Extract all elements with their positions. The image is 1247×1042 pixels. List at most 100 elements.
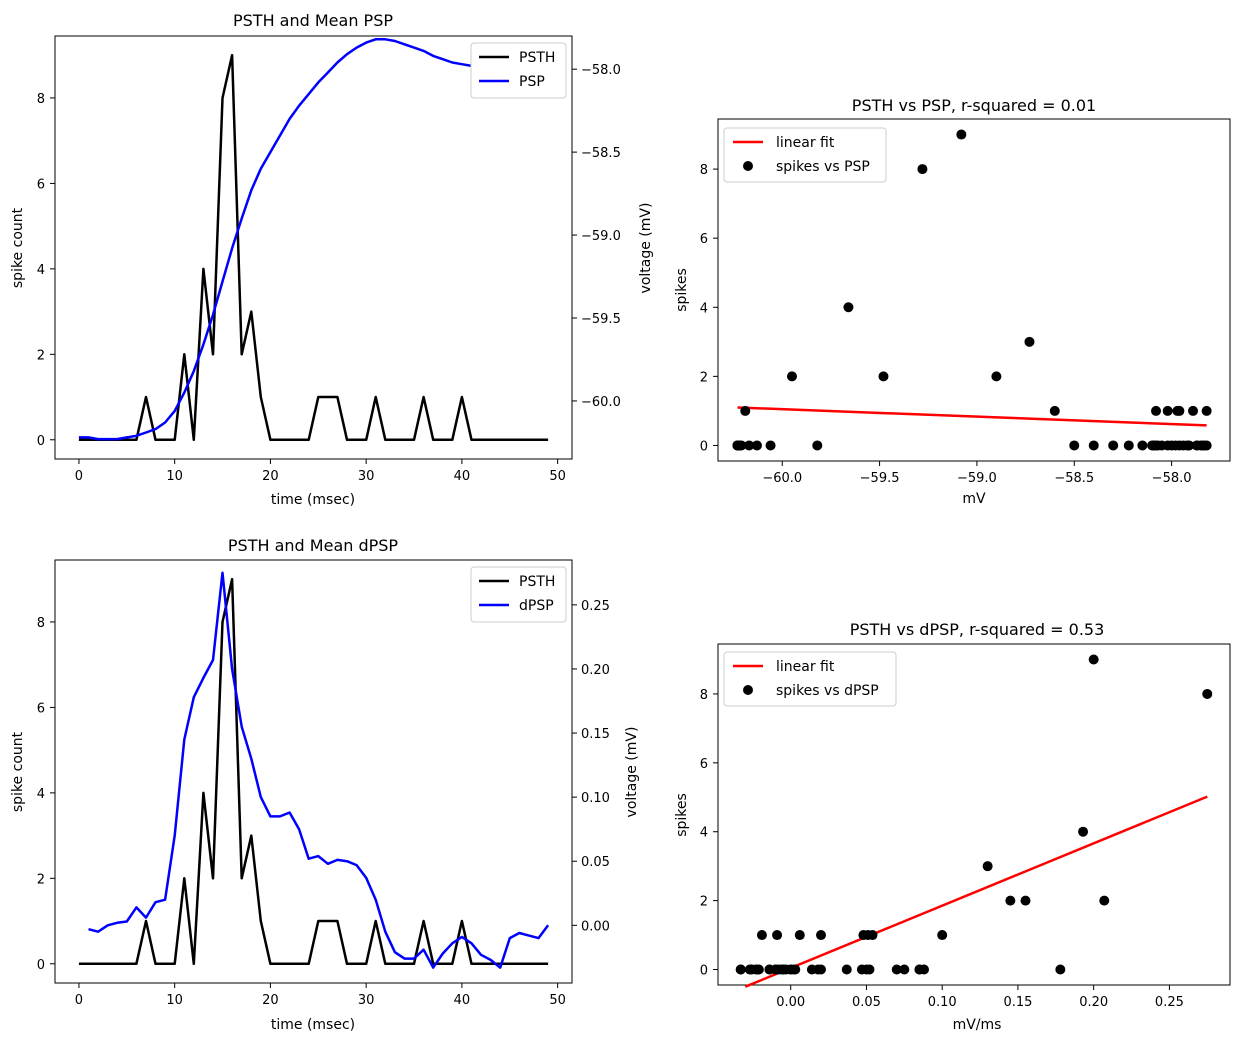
scatter-point [756, 930, 767, 941]
y2-tick-label: −59.0 [581, 229, 621, 244]
series-line-psp [78, 38, 549, 441]
x-tick-label: −59.5 [860, 471, 900, 486]
scatter-point [1172, 405, 1183, 416]
scatter-point [1024, 336, 1035, 347]
x-axis-label: mV [962, 491, 986, 507]
x-tick-label: 10 [166, 469, 183, 484]
scatter-point [956, 129, 967, 140]
scatter-point [740, 405, 751, 416]
y-tick-label: 2 [37, 348, 45, 363]
y2-tick-label: 0.20 [581, 663, 610, 678]
y-tick-label: 4 [37, 787, 45, 802]
y2-axis-label: voltage (mV) [638, 203, 654, 294]
scatter-point [1108, 440, 1119, 451]
y-tick-label: 6 [37, 701, 45, 716]
legend-label-linear-fit: linear fit [776, 135, 835, 151]
x-tick-label: 30 [358, 993, 375, 1008]
y2-tick-label: 0.00 [581, 919, 610, 934]
x-axis-label: time (msec) [271, 1017, 355, 1033]
y-tick-label: 0 [37, 958, 45, 973]
legend-label-psth: PSTH [519, 50, 555, 66]
scatter-point [891, 964, 902, 975]
y-tick-label: 0 [700, 439, 708, 454]
scatter-point [786, 371, 797, 382]
x-tick-label: 50 [549, 469, 566, 484]
x-tick-label: 0.25 [1155, 995, 1184, 1010]
y-tick-label: 2 [37, 872, 45, 887]
y-tick-label: 8 [700, 163, 708, 178]
scatter-point [772, 930, 783, 941]
legend-label-spikes: spikes vs PSP [776, 159, 870, 175]
y-axis-label: spike count [10, 207, 26, 288]
scatter-point [1191, 440, 1202, 451]
x-tick-label: 0.20 [1079, 995, 1108, 1010]
y-axis-label: spike count [10, 731, 26, 812]
scatter-point [1088, 440, 1099, 451]
scatter-point [1099, 895, 1110, 906]
y2-tick-label: −60.0 [581, 395, 621, 410]
series-line-linear-fit [737, 406, 1207, 427]
x-tick-label: −59.0 [957, 471, 997, 486]
x-tick-label: 40 [454, 993, 471, 1008]
y-tick-label: 2 [700, 370, 708, 385]
scatter-point [735, 964, 746, 975]
chart-title: PSTH and Mean dPSP [228, 536, 399, 555]
chart-psth-dpsp: PSTH and Mean dPSP time (msec) spike cou… [10, 536, 640, 1033]
y-tick-label: 8 [37, 616, 45, 631]
legend-label-dpsp: dPSP [519, 598, 554, 614]
scatter-point [770, 964, 781, 975]
scatter-point [841, 964, 852, 975]
scatter-point [843, 302, 854, 313]
series-line-psth [78, 53, 549, 442]
y-tick-label: 6 [700, 757, 708, 772]
series-line-psth [78, 577, 549, 966]
x-tick-label: 10 [166, 993, 183, 1008]
y-tick-label: 4 [37, 263, 45, 278]
y2-tick-label: 0.25 [581, 599, 610, 614]
scatter-point [1005, 895, 1016, 906]
plot-frame [54, 559, 573, 984]
x-tick-label: −58.0 [1152, 471, 1192, 486]
x-tick-label: 20 [262, 469, 279, 484]
scatter-point [744, 964, 755, 975]
y2-tick-label: 0.15 [581, 727, 610, 742]
legend-label-psp: PSP [519, 74, 545, 90]
scatter-point [736, 440, 747, 451]
y2-tick-label: −58.0 [581, 63, 621, 78]
scatter-point [1201, 405, 1212, 416]
x-tick-label: 0 [75, 993, 83, 1008]
y-tick-label: 0 [700, 964, 708, 979]
scatter-point [856, 964, 867, 975]
legend-label-psth: PSTH [519, 574, 555, 590]
y-tick-label: 6 [700, 232, 708, 247]
x-tick-label: −58.5 [1054, 471, 1094, 486]
scatter-point [765, 440, 776, 451]
scatter-point [785, 964, 796, 975]
scatter-point [794, 930, 805, 941]
scatter-point [919, 964, 930, 975]
y2-tick-label: −59.5 [581, 312, 621, 327]
y-tick-label: 6 [37, 177, 45, 192]
y-tick-label: 8 [700, 688, 708, 703]
x-tick-label: 20 [262, 993, 279, 1008]
series-line-linear-fit [744, 795, 1208, 988]
x-tick-label: 0.00 [776, 995, 805, 1010]
chart-title: PSTH vs PSP, r-squared = 0.01 [852, 96, 1096, 115]
scatter-point [982, 861, 993, 872]
scatter-point [816, 964, 827, 975]
x-tick-label: −60.0 [762, 471, 802, 486]
x-tick-label: 50 [549, 993, 566, 1008]
y2-tick-label: −58.5 [581, 146, 621, 161]
legend-swatch-spikes [743, 685, 753, 695]
legend-box [723, 127, 887, 183]
chart-title: PSTH and Mean PSP [233, 11, 393, 30]
y-tick-label: 8 [37, 92, 45, 107]
chart-psth-vs-dpsp: PSTH vs dPSP, r-squared = 0.53 mV/ms spi… [674, 620, 1231, 1033]
scatter-point [1147, 440, 1158, 451]
legend-label-linear-fit: linear fit [776, 659, 835, 675]
scatter-point [878, 371, 889, 382]
scatter-point [751, 440, 762, 451]
legend-label-spikes: spikes vs dPSP [776, 683, 879, 699]
x-tick-label: 0 [75, 469, 83, 484]
